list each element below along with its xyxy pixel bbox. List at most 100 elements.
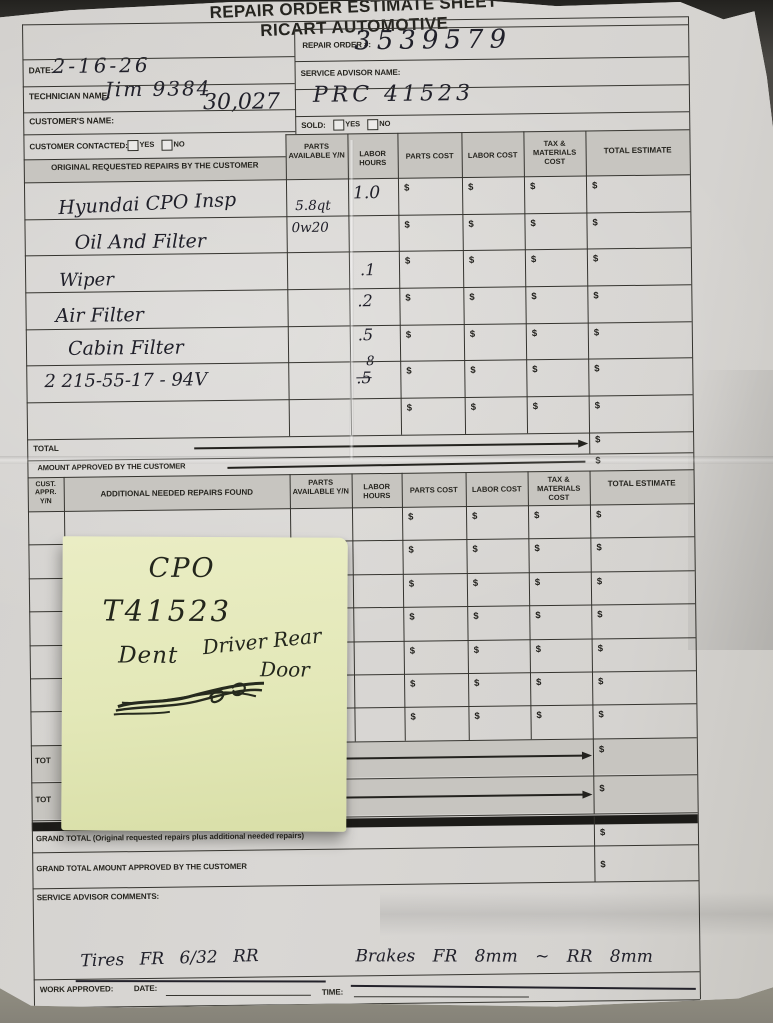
work-approved-date-label: DATE: bbox=[133, 983, 158, 994]
t1-total-label: TOTAL bbox=[33, 444, 59, 454]
dollar-sign: $ bbox=[595, 434, 601, 446]
sticky-line-cpo: CPO bbox=[148, 552, 216, 585]
dollar-sign: $ bbox=[593, 290, 599, 302]
tires-measurement-note: Tires FR 6/32 RR bbox=[80, 946, 259, 972]
dollar-sign: $ bbox=[592, 217, 598, 229]
table-grid-line bbox=[27, 452, 694, 462]
dollar-sign: $ bbox=[530, 254, 537, 266]
dollar-sign: $ bbox=[594, 400, 601, 412]
dollar-sign: $ bbox=[595, 509, 602, 521]
dollar-sign: $ bbox=[469, 291, 475, 303]
dollar-sign: $ bbox=[468, 218, 474, 230]
dollar-sign: $ bbox=[403, 182, 410, 194]
dollar-sign: $ bbox=[472, 543, 478, 555]
table-grid-line bbox=[294, 56, 689, 63]
sold-yes-checkbox bbox=[333, 119, 345, 131]
labor-hours-6-struck: .5 bbox=[356, 368, 372, 388]
dollar-sign: $ bbox=[536, 710, 542, 722]
dollar-sign: $ bbox=[469, 328, 476, 340]
dollar-sign: $ bbox=[405, 292, 411, 304]
dollar-sign: $ bbox=[474, 677, 480, 689]
grand-total-label: GRAND TOTAL (Original requested repairs … bbox=[35, 831, 305, 844]
dollar-sign: $ bbox=[472, 577, 479, 589]
contacted-yes-label: YES bbox=[139, 139, 155, 149]
table-grid-line bbox=[32, 844, 699, 854]
dollar-sign: $ bbox=[533, 510, 540, 522]
dollar-sign: $ bbox=[597, 643, 604, 655]
dollar-sign: $ bbox=[473, 644, 480, 656]
dollar-sign: $ bbox=[536, 677, 542, 689]
dollar-sign: $ bbox=[406, 365, 412, 377]
dollar-sign: $ bbox=[596, 576, 603, 588]
dollar-sign: $ bbox=[471, 510, 478, 522]
dollar-sign: $ bbox=[597, 609, 603, 621]
table-grid-line bbox=[34, 999, 700, 1008]
amount-approved-line bbox=[227, 460, 586, 469]
dollar-sign: $ bbox=[591, 180, 598, 192]
t2-total-row2-label: TOT bbox=[35, 795, 52, 805]
dollar-sign: $ bbox=[592, 253, 599, 265]
dollar-sign: $ bbox=[467, 181, 474, 193]
time-signature-line bbox=[353, 996, 529, 998]
contacted-no-label: NO bbox=[173, 139, 185, 149]
date-label: DATE: bbox=[28, 65, 54, 76]
service-advisor-comments-label: SERVICE ADVISOR COMMENTS: bbox=[36, 891, 160, 903]
dollar-sign: $ bbox=[600, 859, 606, 871]
dollar-sign: $ bbox=[531, 328, 538, 340]
dollar-sign: $ bbox=[530, 218, 536, 230]
table-grid-line bbox=[295, 111, 690, 118]
repair-item-5: Cabin Filter bbox=[67, 336, 184, 360]
work-approved-time-label: TIME: bbox=[321, 987, 344, 997]
t2-col-labor-hours: LABOR HOURS bbox=[363, 481, 391, 501]
dollar-sign: $ bbox=[406, 402, 413, 414]
repair-item-3: Wiper bbox=[59, 269, 115, 291]
contacted-no-checkbox bbox=[161, 139, 173, 151]
dollar-sign: $ bbox=[410, 678, 416, 690]
sticky-word-dent: Dent bbox=[118, 642, 179, 669]
date-value: 2-16-26 bbox=[52, 52, 151, 79]
dollar-sign: $ bbox=[409, 611, 415, 623]
scribbled-out-text bbox=[113, 681, 265, 716]
dollar-sign: $ bbox=[596, 542, 602, 554]
dollar-sign: $ bbox=[409, 645, 416, 657]
dollar-sign: $ bbox=[535, 610, 541, 622]
sold-no-checkbox bbox=[367, 119, 379, 131]
work-approved-label: WORK APPROVED: bbox=[39, 984, 114, 995]
t2-col-cust-appr: CUST. APPR. Y/N bbox=[35, 481, 57, 506]
service-advisor-value: PRC 41523 bbox=[312, 80, 475, 108]
sticky-note: CPO T41523 Dent Driver Rear Door bbox=[61, 536, 348, 832]
table-grid-line bbox=[27, 431, 694, 441]
dollar-sign: $ bbox=[473, 610, 479, 622]
table-grid-line bbox=[593, 816, 596, 882]
customer-contacted-label: CUSTOMER CONTACTED: bbox=[29, 141, 128, 152]
dollar-sign: $ bbox=[468, 254, 475, 266]
tires-underline bbox=[75, 980, 326, 983]
sold-label: SOLD: bbox=[301, 120, 326, 131]
dollar-sign: $ bbox=[532, 401, 539, 413]
service-advisor-label: SERVICE ADVISOR NAME: bbox=[300, 67, 401, 79]
table-grid-line bbox=[23, 131, 296, 136]
t1-col-total-estimate: TOTAL ESTIMATE bbox=[603, 145, 672, 156]
repair-item-1: Hyundai CPO Insp bbox=[57, 188, 237, 220]
repair-item-2: Oil And Filter bbox=[74, 230, 207, 254]
t2-col-parts-cost: PARTS COST bbox=[409, 485, 458, 495]
sticky-word-driver-rear: Driver Rear bbox=[201, 623, 323, 660]
amount-approved-label: AMOUNT APPROVED BY THE CUSTOMER bbox=[37, 461, 186, 473]
dollar-sign: $ bbox=[594, 363, 600, 375]
table-grid-line bbox=[26, 394, 693, 404]
brakes-underline bbox=[350, 984, 696, 990]
labor-hours-1: 1.0 bbox=[352, 183, 381, 204]
t1-col-labor-cost: LABOR COST bbox=[467, 150, 518, 160]
table-grid-line bbox=[294, 29, 297, 135]
labor-hours-3: .1 bbox=[359, 260, 376, 280]
t1-col-labor-hours: LABOR HOURS bbox=[359, 148, 387, 168]
table-grid-line bbox=[33, 971, 700, 981]
t2-total-row1-label: TOT bbox=[34, 756, 51, 766]
parts-available-2b: 0w20 bbox=[291, 219, 329, 237]
dollar-sign: $ bbox=[599, 783, 605, 795]
grand-total-approved-label: GRAND TOTAL AMOUNT APPROVED BY THE CUSTO… bbox=[36, 861, 247, 874]
table-grid-line bbox=[585, 130, 591, 454]
t1-col-parts-cost: PARTS COST bbox=[405, 151, 454, 161]
t1-col-parts-available: PARTS AVAILABLE Y/N bbox=[288, 141, 345, 161]
